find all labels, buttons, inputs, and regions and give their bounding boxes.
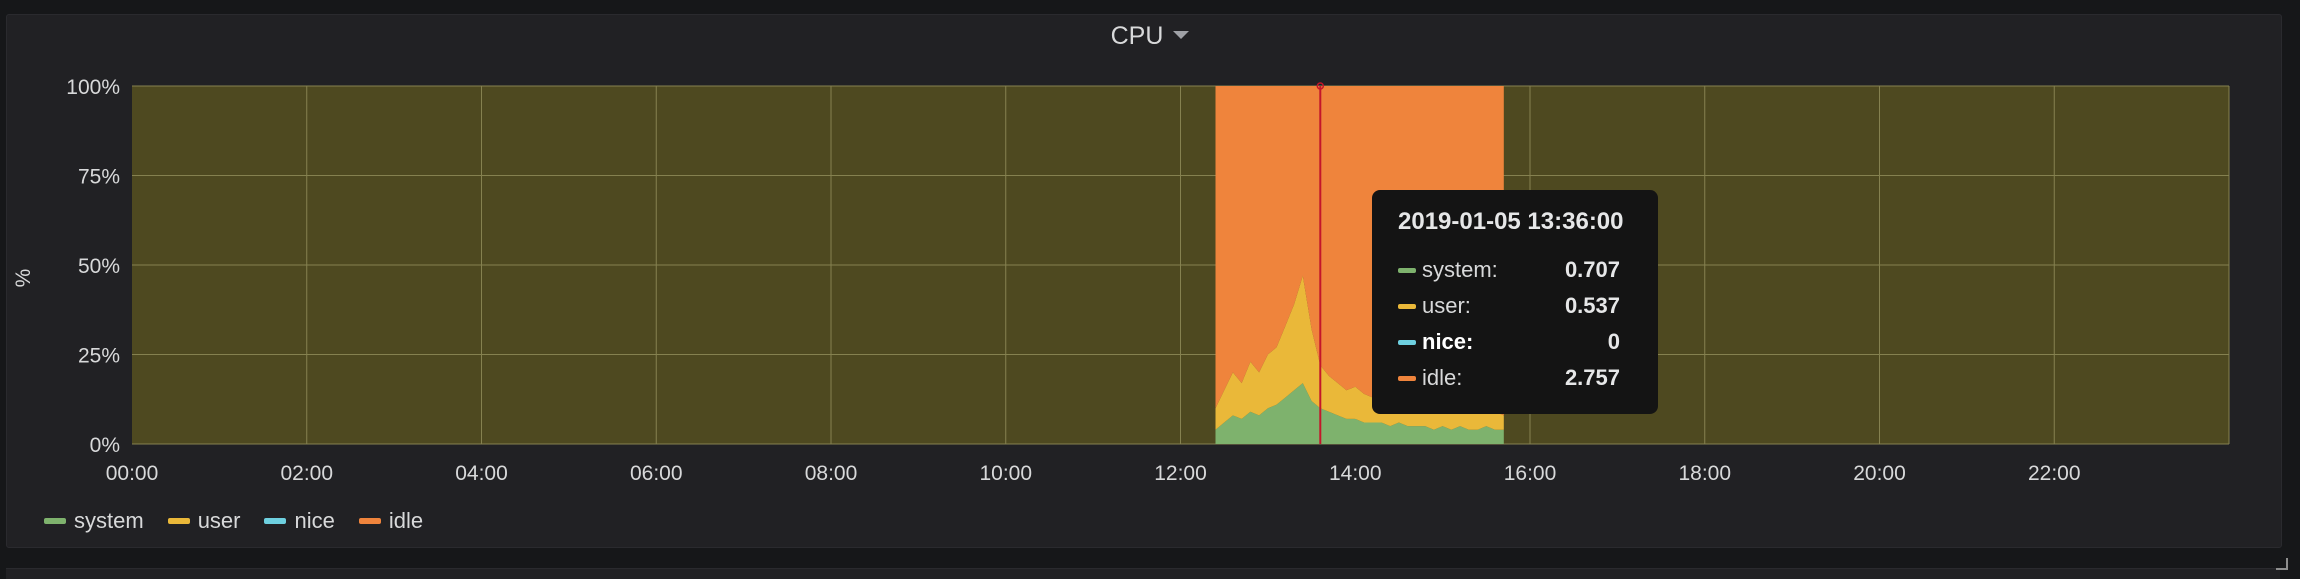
tooltip-time: 2019-01-05 13:36:00 bbox=[1398, 208, 1632, 236]
nice-swatch bbox=[1398, 340, 1416, 345]
tooltip-value: 2.757 bbox=[1540, 365, 1620, 391]
user-swatch bbox=[168, 518, 190, 524]
legend-item-idle[interactable]: idle bbox=[359, 508, 423, 534]
legend-label: idle bbox=[389, 508, 423, 534]
y-axis-label: % bbox=[12, 269, 35, 288]
y-tick-label: 75% bbox=[78, 166, 120, 189]
x-tick-label: 04:00 bbox=[455, 462, 508, 485]
y-tick-label: 50% bbox=[78, 255, 120, 278]
tooltip-label: nice: bbox=[1422, 329, 1540, 355]
user-swatch bbox=[1398, 304, 1416, 309]
tooltip-row-user: user: 0.537 bbox=[1398, 288, 1632, 324]
x-tick-label: 16:00 bbox=[1504, 462, 1557, 485]
resize-handle[interactable] bbox=[2276, 558, 2288, 570]
x-tick-label: 10:00 bbox=[979, 462, 1032, 485]
x-axis-ticks: 00:00 02:00 04:00 06:00 08:00 10:00 12:00 14:00… bbox=[106, 462, 2081, 485]
legend: system user nice idle bbox=[44, 508, 423, 534]
tooltip-row-system: system: 0.707 bbox=[1398, 252, 1632, 288]
system-swatch bbox=[1398, 268, 1416, 273]
y-tick-label: 0% bbox=[90, 434, 120, 457]
tooltip-value: 0.537 bbox=[1540, 293, 1620, 319]
idle-swatch bbox=[359, 518, 381, 524]
legend-item-system[interactable]: system bbox=[44, 508, 144, 534]
nice-swatch bbox=[264, 518, 286, 524]
tooltip-value: 0 bbox=[1540, 329, 1620, 355]
hover-tooltip: 2019-01-05 13:36:00 system: 0.707 user: … bbox=[1372, 190, 1658, 414]
y-axis-ticks: 0% 25% 50% 75% 100% bbox=[66, 76, 120, 457]
system-swatch bbox=[44, 518, 66, 524]
tooltip-row-nice: nice: 0 bbox=[1398, 324, 1632, 360]
x-tick-label: 00:00 bbox=[106, 462, 159, 485]
tooltip-label: user: bbox=[1422, 293, 1540, 319]
x-tick-label: 20:00 bbox=[1853, 462, 1906, 485]
x-tick-label: 18:00 bbox=[1678, 462, 1731, 485]
x-tick-label: 06:00 bbox=[630, 462, 683, 485]
x-tick-label: 14:00 bbox=[1329, 462, 1382, 485]
y-tick-label: 100% bbox=[66, 76, 120, 99]
x-tick-label: 12:00 bbox=[1154, 462, 1207, 485]
legend-label: system bbox=[74, 508, 144, 534]
legend-item-nice[interactable]: nice bbox=[264, 508, 334, 534]
legend-label: nice bbox=[294, 508, 334, 534]
tooltip-label: idle: bbox=[1422, 365, 1540, 391]
tooltip-value: 0.707 bbox=[1540, 257, 1620, 283]
tooltip-row-idle: idle: 2.757 bbox=[1398, 360, 1632, 396]
x-tick-label: 02:00 bbox=[280, 462, 333, 485]
idle-swatch bbox=[1398, 376, 1416, 381]
legend-item-user[interactable]: user bbox=[168, 508, 241, 534]
x-tick-label: 22:00 bbox=[2028, 462, 2081, 485]
x-tick-label: 08:00 bbox=[805, 462, 858, 485]
y-tick-label: 25% bbox=[78, 345, 120, 368]
legend-label: user bbox=[198, 508, 241, 534]
tooltip-label: system: bbox=[1422, 257, 1540, 283]
